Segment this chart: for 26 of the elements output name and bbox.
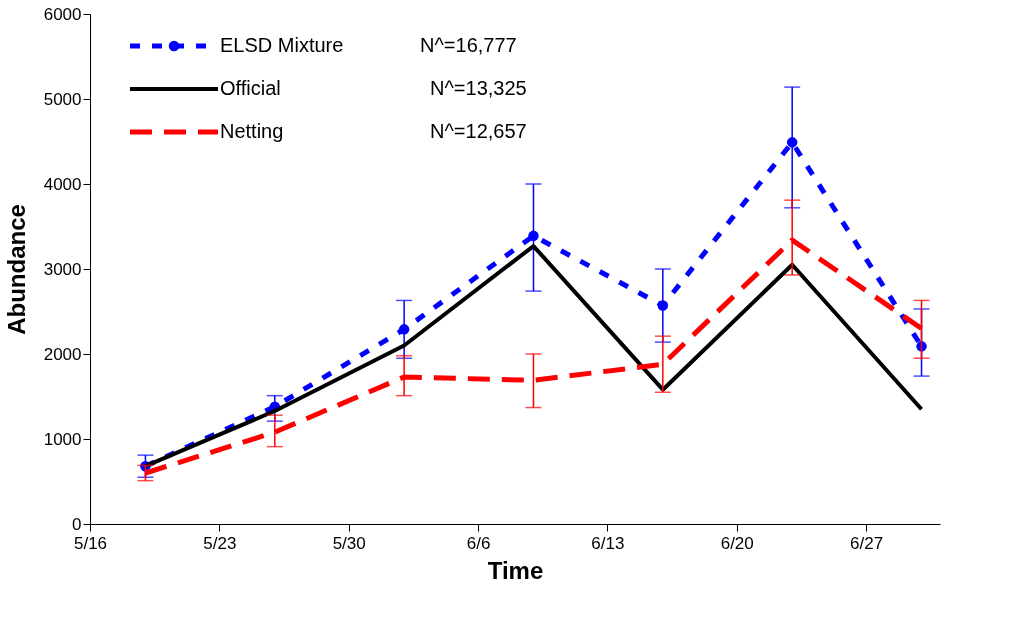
y-tick-label: 2000 — [43, 344, 82, 364]
point — [398, 324, 410, 335]
x-tick-label: 6/27 — [850, 533, 884, 553]
point — [786, 137, 798, 148]
annotation: N^=16,777 — [420, 34, 517, 56]
y-tick-label: 4000 — [43, 174, 82, 194]
annotation: N^=12,657 — [430, 120, 527, 142]
y-tick-label: 0 — [72, 514, 82, 534]
legend-label: Official — [220, 77, 281, 99]
x-axis-title: Time — [487, 556, 544, 584]
x-tick-label: 6/20 — [720, 533, 754, 553]
x-tick-label: 5/30 — [332, 533, 366, 553]
point — [528, 230, 539, 242]
y-tick-label: 1000 — [43, 429, 82, 449]
legend-label: ELSD Mixture — [220, 34, 344, 56]
y-tick-label: 5000 — [43, 89, 82, 109]
point — [657, 300, 669, 311]
annotation: N^=13,325 — [430, 77, 527, 99]
legend-label: Netting — [220, 120, 284, 142]
y-tick-label: 6000 — [43, 4, 82, 24]
x-tick-label: 5/16 — [73, 533, 108, 553]
x-tick-label: 6/13 — [591, 533, 625, 553]
y-axis-title: Abundance — [2, 204, 30, 335]
x-tick-label: 6/6 — [466, 533, 491, 553]
y-tick-label: 3000 — [43, 259, 82, 279]
x-tick-label: 5/23 — [203, 533, 237, 553]
